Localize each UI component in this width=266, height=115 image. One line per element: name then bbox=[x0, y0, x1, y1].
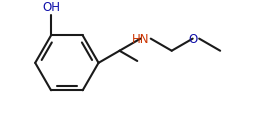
Text: HN: HN bbox=[132, 33, 149, 46]
Text: O: O bbox=[188, 33, 197, 46]
Text: OH: OH bbox=[42, 1, 60, 14]
